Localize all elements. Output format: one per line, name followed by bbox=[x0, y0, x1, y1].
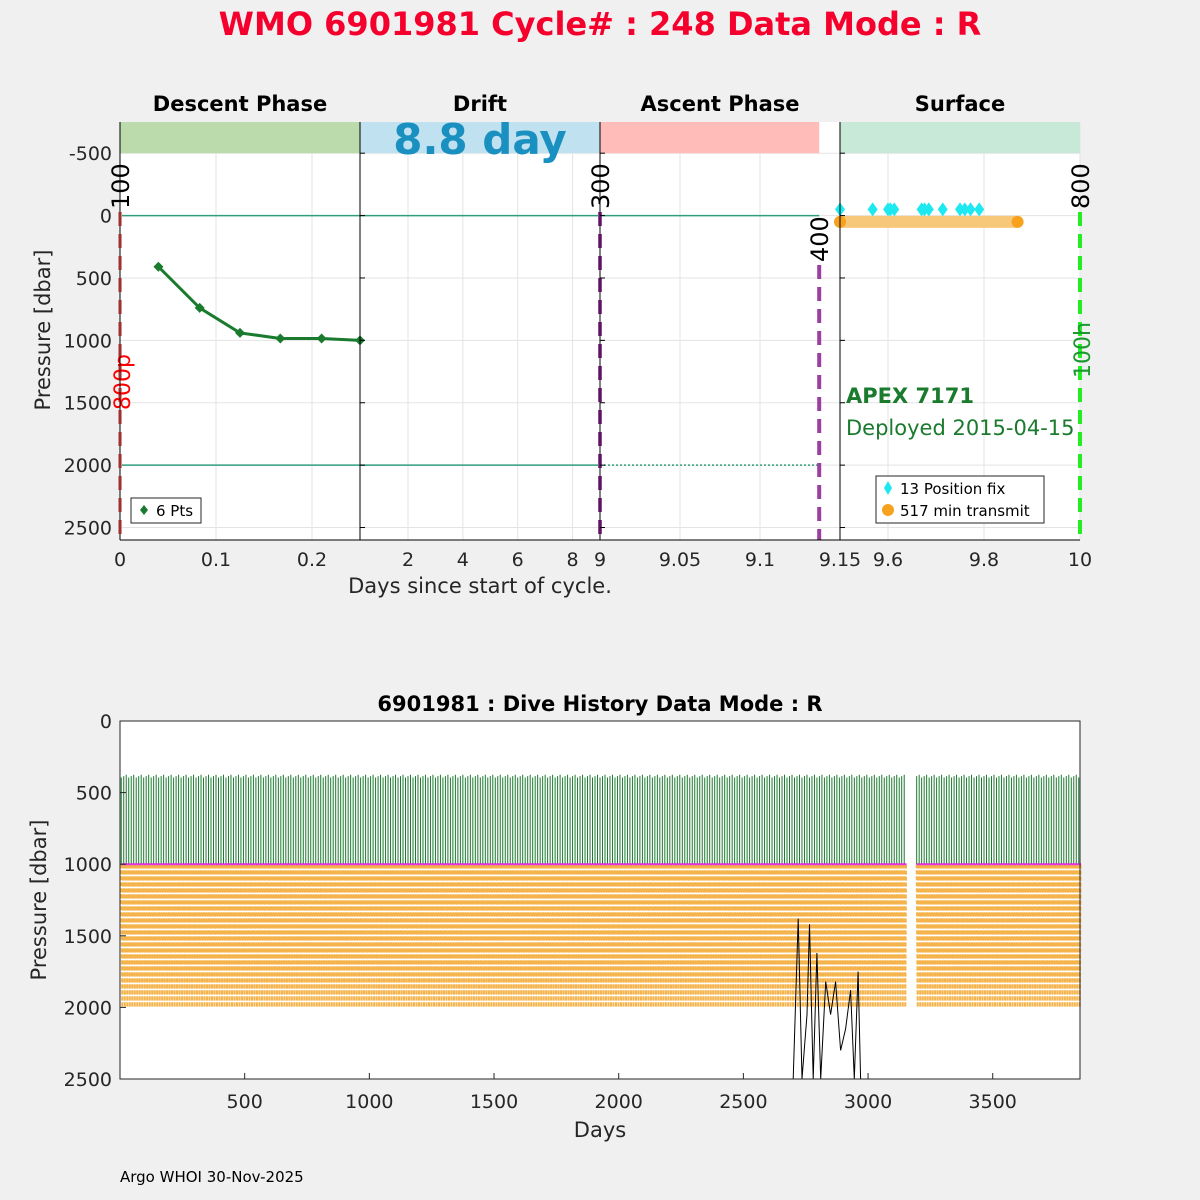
cycle-y-tick-label: 2000 bbox=[64, 455, 112, 477]
position-fix-point bbox=[937, 202, 948, 217]
cycle-x-axis-label: Days since start of cycle. bbox=[348, 574, 612, 598]
surface-legend-box bbox=[875, 475, 1045, 524]
event-marker-side-label: 100h bbox=[1071, 322, 1096, 378]
deployed-label: Deployed 2015-04-15 bbox=[846, 416, 1075, 440]
history-plot-background bbox=[120, 721, 1080, 1079]
footer-credit: Argo WHOI 30-Nov-2025 bbox=[120, 1168, 304, 1186]
cycle-x-tick-label: 9.6 bbox=[873, 549, 903, 571]
cycle-y-axis-label: Pressure [dbar] bbox=[31, 250, 55, 411]
cycle-y-tick-label: -500 bbox=[69, 143, 112, 165]
position-fix-point bbox=[965, 202, 976, 217]
history-x-tick-label: 3500 bbox=[969, 1091, 1017, 1113]
history-y-tick-label: 500 bbox=[76, 783, 112, 805]
history-x-tick-label: 1000 bbox=[345, 1091, 393, 1113]
phase-band bbox=[840, 122, 1080, 154]
phase-band bbox=[600, 122, 820, 154]
position-fix-point bbox=[959, 202, 970, 217]
cycle-y-tick-label: 1500 bbox=[64, 393, 112, 415]
phase-band bbox=[360, 122, 600, 154]
position-fix-point bbox=[974, 202, 985, 217]
event-marker-label: 300 bbox=[587, 163, 615, 209]
history-y-tick-label: 2000 bbox=[64, 997, 112, 1019]
position-fix-legend-marker bbox=[884, 481, 892, 495]
history-x-tick-label: 2000 bbox=[595, 1091, 643, 1113]
phase-title: Drift bbox=[453, 92, 507, 116]
event-marker-label: 800 bbox=[1067, 163, 1095, 209]
transmit-legend-label: 517 min transmit bbox=[900, 502, 1030, 520]
event-marker-label: 400 bbox=[806, 216, 834, 262]
position-fix-point bbox=[889, 202, 900, 217]
phase-title: Ascent Phase bbox=[641, 92, 800, 116]
descent-profile-point bbox=[194, 302, 205, 313]
descent-profile-point bbox=[275, 333, 286, 344]
drift-duration-label: 8.8 day bbox=[393, 115, 567, 164]
position-fix-point bbox=[867, 202, 878, 217]
position-fix-point bbox=[923, 202, 934, 217]
transmit-legend-marker bbox=[882, 504, 894, 516]
cycle-y-tick-label: 1000 bbox=[64, 330, 112, 352]
cycle-x-tick-label: 0.2 bbox=[297, 549, 327, 571]
descent-legend-marker bbox=[140, 505, 148, 515]
history-x-tick-label: 1500 bbox=[470, 1091, 518, 1113]
cycle-x-tick-label: 0.1 bbox=[201, 549, 231, 571]
history-x-tick-label: 2500 bbox=[719, 1091, 767, 1113]
history-y-tick-label: 2500 bbox=[64, 1069, 112, 1091]
history-x-tick-label: 500 bbox=[227, 1091, 263, 1113]
history-title: 6901981 : Dive History Data Mode : R bbox=[377, 692, 822, 716]
cycle-x-tick-label: 10 bbox=[1068, 549, 1092, 571]
history-y-tick-label: 1000 bbox=[64, 854, 112, 876]
phase-title: Surface bbox=[915, 92, 1005, 116]
position-fix-legend-label: 13 Position fix bbox=[900, 480, 1005, 498]
descent-profile-line bbox=[157, 265, 361, 342]
cycle-x-tick-label: 9.15 bbox=[819, 549, 861, 571]
history-x-axis-label: Days bbox=[574, 1118, 626, 1142]
history-y-tick-label: 1500 bbox=[64, 926, 112, 948]
descent-profile-point bbox=[235, 327, 245, 338]
cycle-y-tick-label: 0 bbox=[100, 206, 112, 228]
history-y-axis-label: Pressure [dbar] bbox=[27, 820, 51, 981]
cycle-x-tick-label: 9.05 bbox=[659, 549, 701, 571]
transmit-point bbox=[1011, 215, 1024, 228]
float-model-label: APEX 7171 bbox=[846, 384, 974, 408]
cycle-x-tick-label: 9 bbox=[594, 549, 606, 571]
cycle-y-tick-label: 500 bbox=[76, 268, 112, 290]
event-marker-side-label: 800p bbox=[111, 354, 136, 410]
phase-title: Descent Phase bbox=[153, 92, 327, 116]
cycle-x-tick-label: 9.1 bbox=[745, 549, 775, 571]
cycle-x-tick-label: 6 bbox=[512, 549, 524, 571]
cycle-x-tick-label: 8 bbox=[567, 549, 579, 571]
descent-profile-point bbox=[153, 261, 164, 272]
cycle-x-tick-label: 2 bbox=[402, 549, 414, 571]
cycle-x-tick-label: 4 bbox=[457, 549, 469, 571]
cycle-x-tick-label: 9.8 bbox=[969, 549, 999, 571]
dive-history-chart: 0 500 1000 1500 2000 2500 500 1000 1500 2000 2500 3… bbox=[27, 692, 1082, 1142]
cycle-y-tick-label: 2500 bbox=[64, 518, 112, 540]
history-ascent-series bbox=[120, 774, 1080, 865]
event-marker-label: 100 bbox=[107, 163, 135, 209]
history-axes-box bbox=[119, 720, 1081, 1080]
phase-band bbox=[120, 122, 360, 154]
descent-profile-point bbox=[316, 333, 327, 344]
history-y-tick-label: 0 bbox=[100, 711, 112, 733]
descent-legend-label: 6 Pts bbox=[156, 502, 193, 520]
cycle-x-tick-label: 0 bbox=[114, 549, 126, 571]
figure-title: WMO 6901981 Cycle# : 248 Data Mode : R bbox=[219, 5, 982, 43]
history-x-tick-label: 3000 bbox=[844, 1091, 892, 1113]
history-deep-excursion bbox=[792, 918, 862, 1080]
